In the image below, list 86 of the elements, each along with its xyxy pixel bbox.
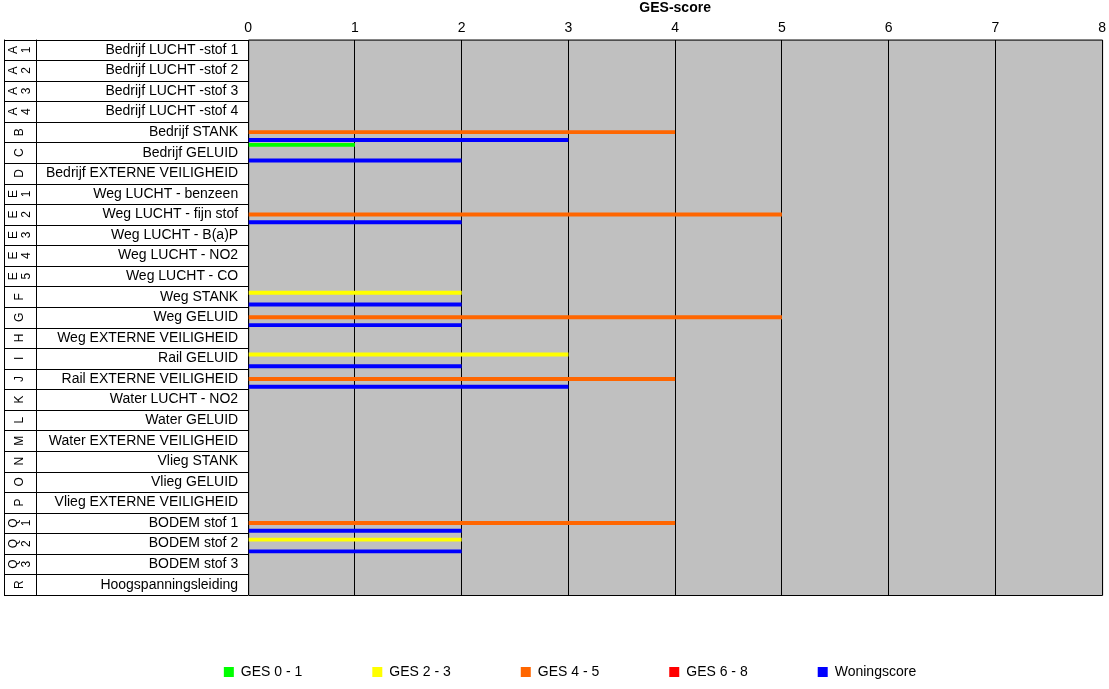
bar: [248, 521, 676, 525]
y-tick-label: Bedrijf LUCHT -stof 1: [105, 40, 239, 57]
legend-label: GES 6 - 8: [686, 662, 748, 679]
y-tick-label: Rail GELUID: [158, 349, 239, 366]
x-tick-label: 7: [991, 19, 1000, 36]
text: E 4: [6, 251, 34, 260]
text: D: [12, 168, 27, 178]
y-tick-label: Weg LUCHT - CO: [125, 267, 239, 284]
y-tick-label: Water EXTERNE VEILIGHEID: [48, 431, 239, 448]
bar: [248, 377, 676, 381]
text: A 4: [6, 107, 34, 116]
text: E 1: [6, 189, 34, 198]
y-tick-label: Bedrijf LUCHT -stof 2: [105, 61, 239, 78]
text: G: [12, 312, 27, 322]
x-axis-title: GES-score: [639, 0, 712, 16]
text: M: [12, 435, 27, 446]
bar: [248, 138, 569, 142]
y-tick-label: Water GELUID: [145, 411, 239, 428]
y-tick-label: Vlieg GELUID: [151, 472, 239, 489]
text: E 5: [6, 272, 34, 281]
bar: [248, 220, 462, 225]
y-tick-label: BODEM stof 1: [148, 513, 239, 530]
x-tick-label: 2: [457, 19, 466, 36]
text: H: [12, 333, 27, 343]
y-tick-label: Weg EXTERNE VEILIGHEID: [57, 328, 239, 345]
bar: [248, 212, 782, 217]
x-tick-label: 1: [351, 19, 360, 36]
y-tick-label: Vlieg EXTERNE VEILIGHEID: [54, 493, 239, 510]
text: A 3: [6, 87, 34, 96]
y-tick-label: Bedrijf STANK: [148, 123, 239, 140]
bar: [248, 549, 462, 554]
bar: [248, 315, 782, 320]
text: C: [12, 148, 27, 158]
text: R: [12, 580, 27, 590]
legend-label: GES 0 - 1: [240, 662, 303, 679]
bar: [248, 158, 462, 163]
text: A 2: [6, 66, 34, 75]
x-tick-label: 4: [671, 19, 680, 36]
text: Q 3: [6, 559, 34, 569]
y-tick-label: Hoogspanningsleiding: [100, 575, 239, 592]
x-tick-label: 3: [564, 19, 573, 36]
text: A 1: [6, 45, 34, 54]
y-tick-label: BODEM stof 2: [148, 534, 239, 551]
text: Q 1: [6, 518, 34, 528]
text: P: [12, 498, 27, 507]
y-tick-label: Bedrijf LUCHT -stof 4: [105, 102, 239, 119]
x-tick-label: 8: [1098, 19, 1107, 36]
text: F: [12, 293, 27, 301]
text: Q 2: [6, 538, 34, 549]
text: B: [12, 128, 27, 137]
text: O: [12, 477, 27, 487]
text: K: [12, 395, 27, 404]
y-tick-label: BODEM stof 3: [148, 555, 239, 571]
bar: [248, 130, 676, 135]
legend-label: GES 2 - 3: [389, 662, 451, 679]
y-tick-label: Rail EXTERNE VEILIGHEID: [61, 369, 239, 386]
text: N: [12, 456, 27, 466]
y-tick-label: Bedrijf LUCHT -stof 3: [105, 81, 239, 98]
legend-label: Woningscore: [834, 662, 917, 679]
y-tick-label: Weg STANK: [160, 287, 239, 304]
x-tick-label: 5: [777, 19, 786, 36]
y-tick-label: Vlieg STANK: [157, 452, 239, 469]
y-tick-label: Bedrijf EXTERNE VEILIGHEID: [45, 164, 239, 181]
x-tick-label: 0: [244, 19, 253, 36]
text: E 2: [6, 210, 34, 219]
bar: [248, 142, 355, 147]
y-tick-label: Weg LUCHT - benzeen: [93, 184, 239, 201]
text: I: [12, 356, 27, 361]
y-tick-label: Bedrijf GELUID: [142, 143, 239, 160]
bar: [248, 364, 462, 369]
bar: [248, 323, 462, 328]
y-tick-label: Weg LUCHT - NO2: [118, 246, 239, 263]
y-tick-label: Weg GELUID: [153, 308, 239, 325]
bar: [248, 537, 462, 542]
text: L: [12, 416, 27, 424]
y-tick-label: Weg LUCHT - fijn stof: [102, 205, 239, 222]
bar: [248, 290, 462, 295]
bar: [248, 302, 462, 307]
text: E 3: [6, 231, 34, 240]
text: J: [12, 376, 27, 383]
bar: [248, 384, 569, 389]
y-tick-label: Water LUCHT - NO2: [109, 390, 239, 407]
bar: [248, 528, 462, 533]
legend-label: GES 4 - 5: [537, 662, 600, 679]
y-tick-label: Weg LUCHT - B(a)P: [111, 225, 239, 242]
x-tick-label: 6: [884, 19, 893, 36]
